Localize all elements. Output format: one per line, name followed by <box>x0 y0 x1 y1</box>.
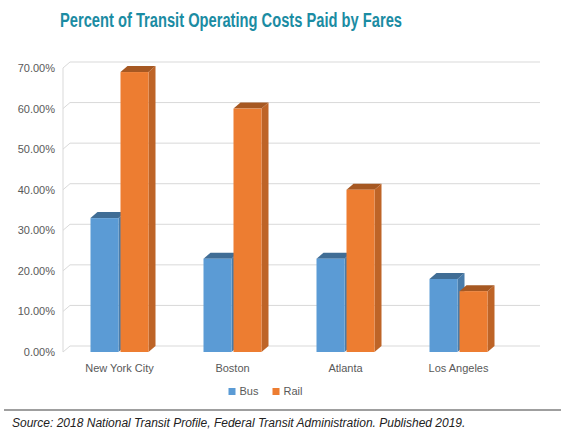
y-tick-label: 60.00% <box>18 103 56 115</box>
legend-swatch <box>229 388 236 395</box>
bar <box>234 109 262 352</box>
bar-group <box>460 285 495 352</box>
y-tick-label: 50.00% <box>18 143 56 155</box>
bar-group <box>204 253 239 352</box>
y-axis-line <box>63 68 64 352</box>
y-tick-label: 40.00% <box>18 184 56 196</box>
x-tick-label: Atlanta <box>328 362 363 374</box>
bar-top <box>460 285 495 291</box>
grid <box>63 62 540 352</box>
chart: Percent of Transit Operating Costs Paid … <box>0 0 565 437</box>
bar-group <box>347 184 382 352</box>
bar-side <box>488 285 495 352</box>
bar-top <box>91 212 126 218</box>
legend: Bus Rail <box>229 385 303 397</box>
bar <box>317 259 345 352</box>
x-tick-label: Los Angeles <box>429 362 489 374</box>
source-note: Source: 2018 National Transit Profile, F… <box>12 416 465 430</box>
legend-swatch <box>273 388 280 395</box>
bar <box>347 190 375 352</box>
y-tick-label: 30.00% <box>18 224 56 236</box>
legend-label: Bus <box>240 385 259 397</box>
y-tick-label: 70.00% <box>18 62 56 74</box>
bar <box>460 291 488 352</box>
bar-group <box>234 103 269 352</box>
legend-label: Rail <box>284 385 303 397</box>
bar-top <box>121 66 156 72</box>
bar-top <box>347 184 382 190</box>
bar <box>204 259 232 352</box>
y-tick-label: 20.00% <box>18 265 56 277</box>
bar-top <box>430 273 465 279</box>
bar-side <box>262 103 269 352</box>
y-tick-label: 10.00% <box>18 305 56 317</box>
bar-side <box>149 66 156 352</box>
bar-group <box>121 66 156 352</box>
bars <box>91 66 495 352</box>
bar-top <box>234 103 269 109</box>
title: Percent of Transit Operating Costs Paid … <box>60 9 402 31</box>
bar-top <box>204 253 239 259</box>
bar <box>91 218 119 352</box>
x-tick-label: Boston <box>215 362 249 374</box>
bar <box>430 279 458 352</box>
separator <box>4 409 561 410</box>
bar <box>121 72 149 352</box>
bar-group <box>91 212 126 352</box>
bar-group <box>430 273 465 352</box>
bar-top <box>317 253 352 259</box>
bar-side <box>375 184 382 352</box>
x-tick-label: New York City <box>85 362 154 374</box>
bar-group <box>317 253 352 352</box>
y-tick-label: 0.00% <box>24 346 55 358</box>
